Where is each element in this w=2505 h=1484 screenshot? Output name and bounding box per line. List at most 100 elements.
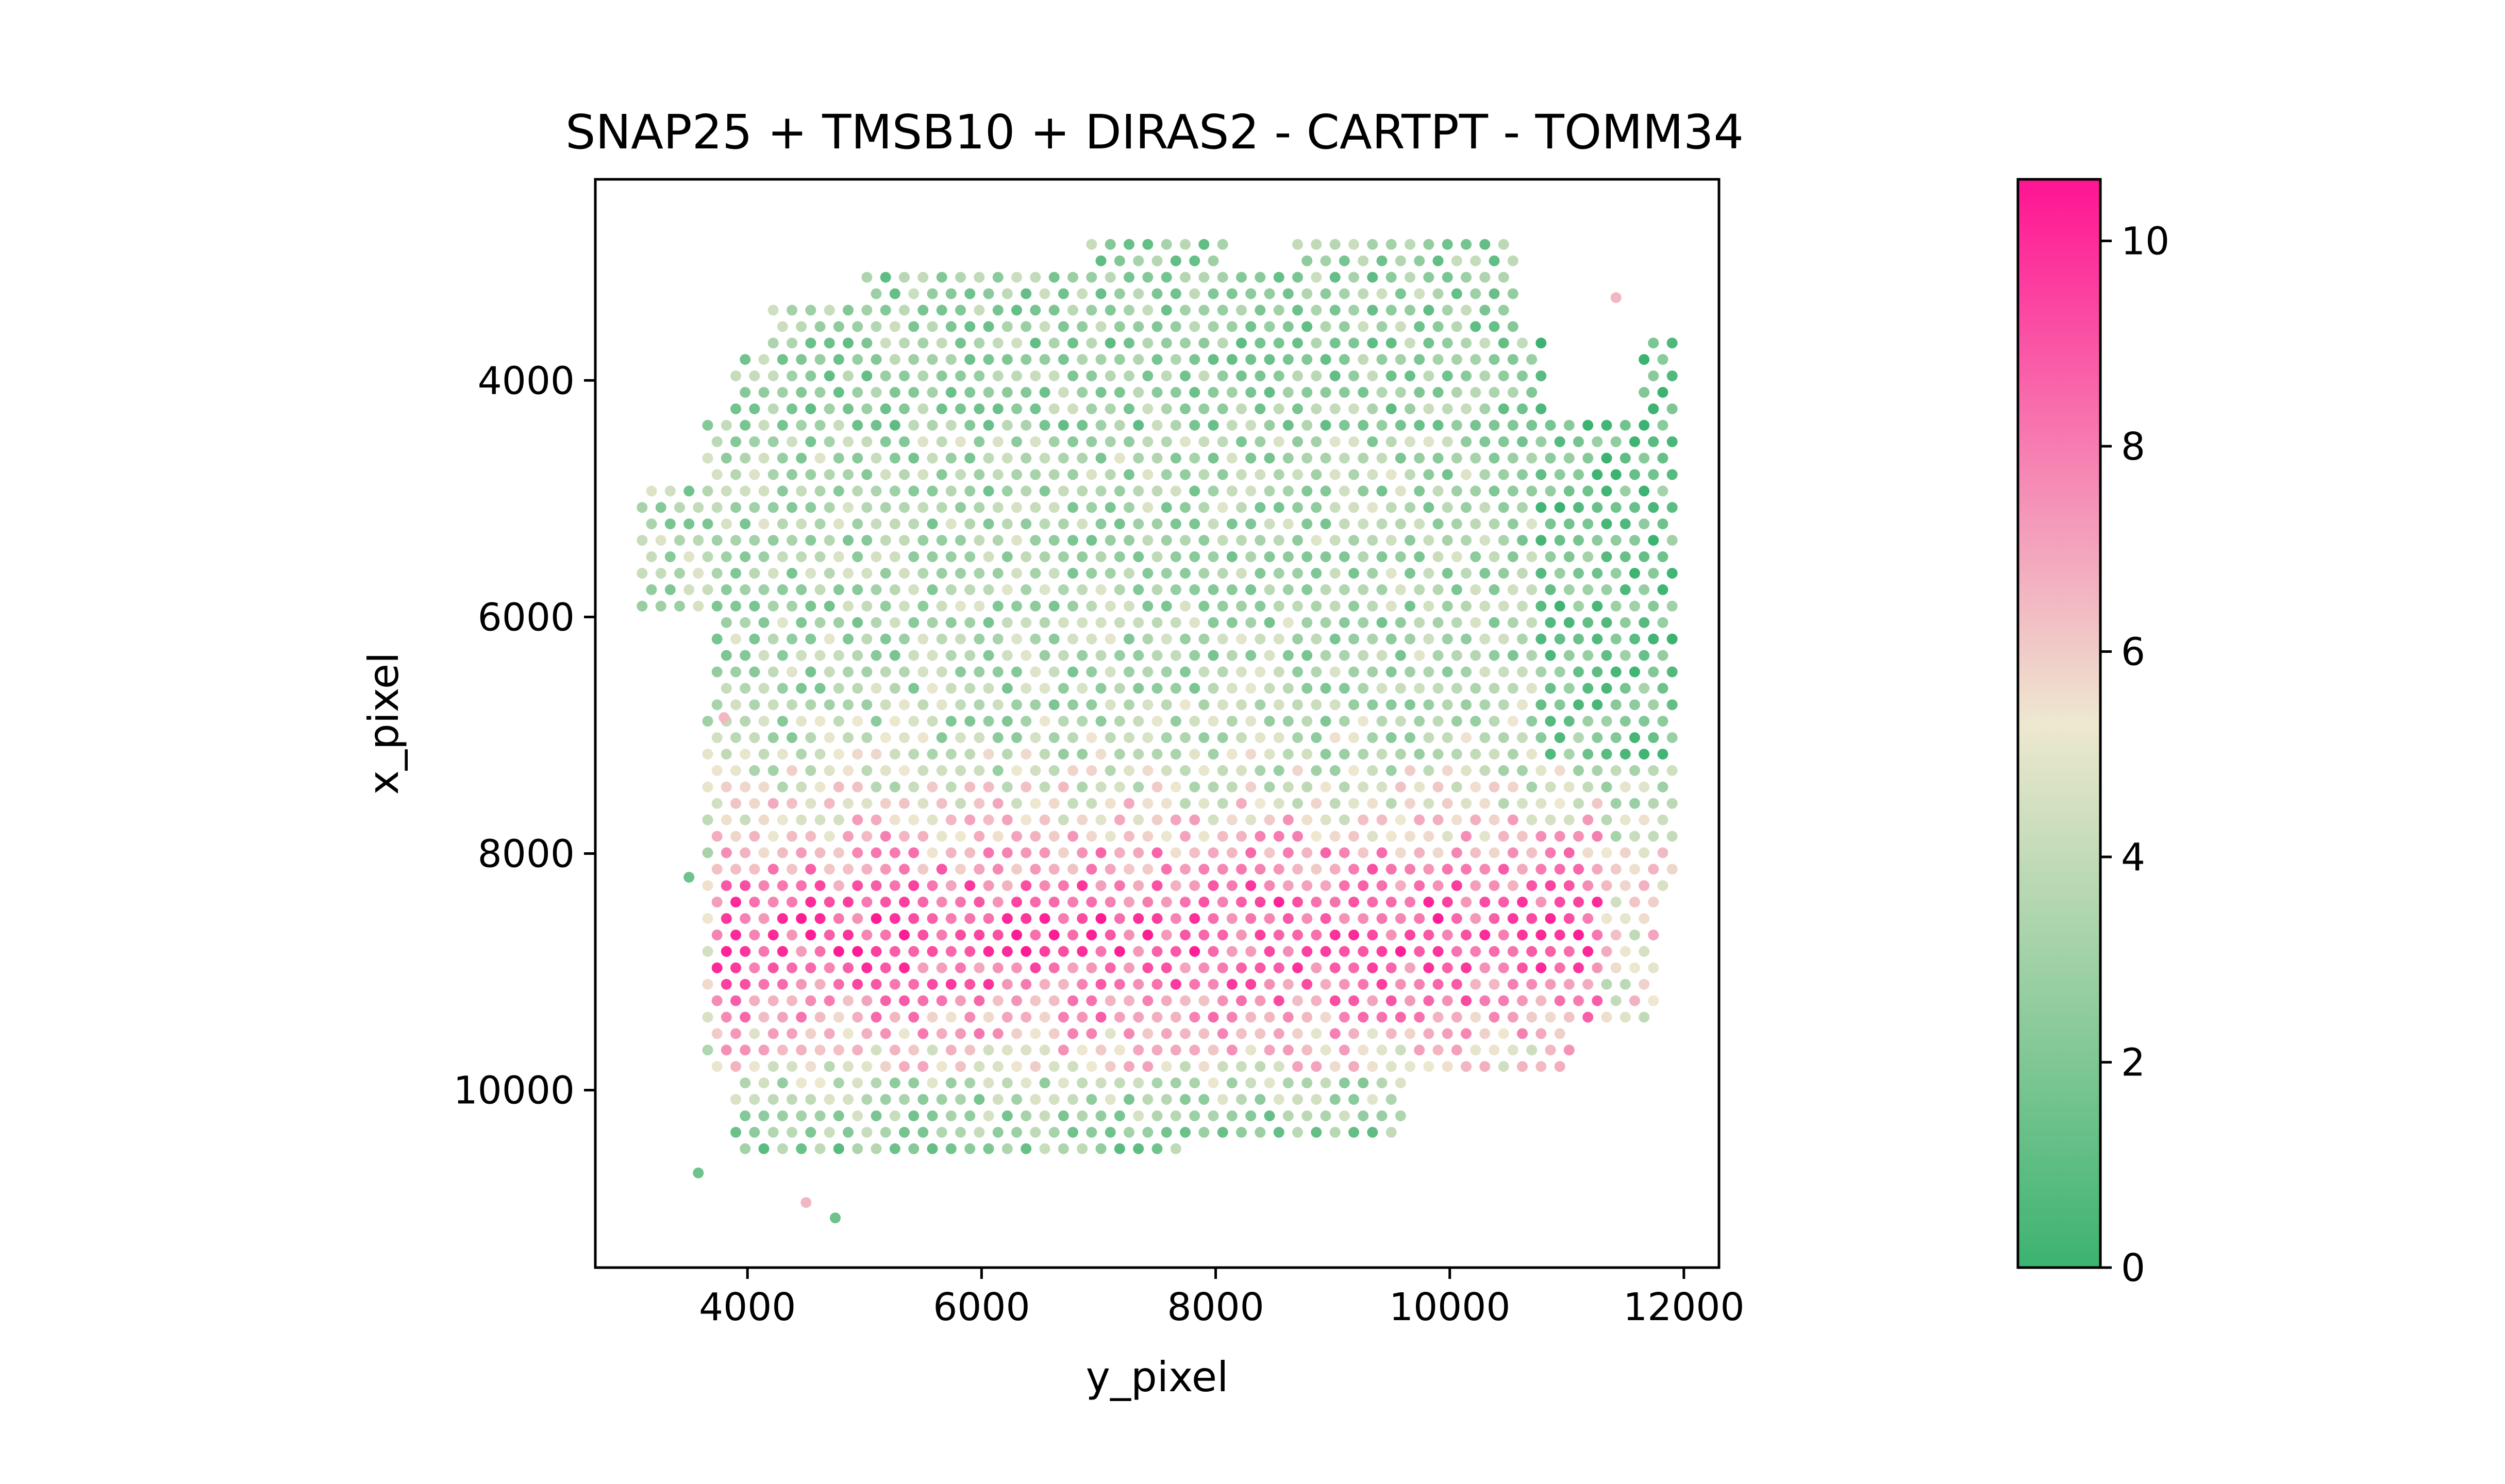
spot-point: [1395, 1110, 1406, 1121]
spot-point: [1161, 403, 1172, 414]
spot-point: [1208, 321, 1219, 332]
spot-point: [1189, 814, 1200, 825]
spot-point: [1535, 535, 1547, 546]
spot-point: [1582, 584, 1594, 595]
spot-point: [674, 568, 685, 579]
spot-point: [1479, 1028, 1491, 1039]
spot-point: [1292, 699, 1303, 711]
spot-point: [1348, 995, 1359, 1006]
spot-point: [1545, 913, 1556, 924]
spot-point: [1133, 584, 1144, 595]
spot-point: [1329, 930, 1341, 940]
spot-point: [917, 633, 929, 645]
spot-point: [1067, 305, 1078, 316]
spot-point: [1264, 1110, 1275, 1121]
spot-point: [1657, 485, 1668, 497]
spot-point: [1507, 551, 1518, 562]
spot-point: [1077, 716, 1088, 727]
spot-point: [814, 1011, 826, 1023]
spot-point: [1273, 930, 1284, 940]
spot-point: [871, 452, 882, 464]
spot-point: [899, 535, 910, 546]
spot-point: [1011, 436, 1022, 447]
spot-point: [955, 535, 966, 546]
spot-point: [1151, 1011, 1163, 1023]
spot-point: [1217, 436, 1228, 447]
isolated-spot: [800, 1197, 812, 1208]
spot-point: [1067, 600, 1078, 612]
spot-point: [758, 880, 770, 891]
spot-point: [1648, 370, 1659, 381]
spot-point: [889, 946, 900, 957]
spot-point: [1498, 305, 1509, 316]
spot-point: [1619, 946, 1631, 957]
spot-point: [1385, 239, 1397, 250]
spot-point: [1011, 930, 1022, 940]
spot-point: [1507, 716, 1518, 727]
spot-point: [1432, 814, 1444, 825]
spot-point: [1021, 1044, 1032, 1056]
spot-point: [1414, 419, 1425, 431]
spot-point: [1151, 518, 1163, 530]
spot-point: [1301, 781, 1313, 792]
spot-point: [1067, 1028, 1078, 1039]
spot-point: [936, 699, 947, 711]
spot-point: [721, 650, 732, 661]
spot-point: [1479, 633, 1491, 645]
spot-point: [1170, 452, 1181, 464]
colorbar-tick-label: 0: [2121, 1246, 2145, 1290]
spot-point: [1470, 979, 1481, 990]
spot-point: [936, 930, 947, 940]
spot-point: [758, 913, 770, 924]
spot-point: [1114, 288, 1125, 299]
spot-point: [1545, 716, 1556, 727]
spot-point: [1592, 535, 1603, 546]
spot-point: [1189, 452, 1200, 464]
spot-point: [1507, 781, 1518, 792]
spot-point: [1217, 1126, 1228, 1138]
spot-point: [1086, 864, 1097, 875]
spot-point: [1461, 1028, 1472, 1039]
spot-point: [711, 469, 723, 480]
spot-point: [1329, 864, 1341, 875]
spot-point: [758, 781, 770, 792]
spot-point: [1048, 962, 1060, 973]
spot-point: [945, 946, 957, 957]
spot-point: [833, 452, 844, 464]
spot-point: [1489, 1044, 1500, 1056]
spot-point: [1217, 930, 1228, 940]
spot-point: [1048, 732, 1060, 743]
spot-point: [1226, 485, 1238, 497]
spot-point: [1358, 1110, 1369, 1121]
spot-point: [1245, 946, 1257, 957]
spot-point: [1619, 650, 1631, 661]
spot-point: [1058, 419, 1069, 431]
spot-point: [1133, 452, 1144, 464]
spot-point: [805, 370, 816, 381]
spot-point: [1105, 272, 1116, 283]
spot-point: [749, 1094, 760, 1105]
spot-point: [1348, 699, 1359, 711]
spot-point: [1255, 1094, 1266, 1105]
spot-point: [1639, 518, 1650, 530]
spot-point: [1442, 699, 1453, 711]
spot-point: [805, 502, 816, 513]
spot-point: [1648, 568, 1659, 579]
spot-point: [1217, 831, 1228, 842]
spot-point: [1114, 452, 1125, 464]
spot-point: [1301, 1110, 1313, 1121]
spot-point: [1358, 1044, 1369, 1056]
spot-point: [1601, 979, 1612, 990]
spot-point: [927, 288, 938, 299]
spot-point: [1189, 551, 1200, 562]
spot-point: [1086, 1094, 1097, 1105]
spot-point: [1077, 781, 1088, 792]
spot-point: [1133, 913, 1144, 924]
spot-point: [1423, 699, 1434, 711]
spot-point: [1348, 864, 1359, 875]
spot-point: [1039, 1077, 1050, 1089]
spot-point: [1273, 568, 1284, 579]
spot-point: [899, 1126, 910, 1138]
spot-point: [889, 386, 900, 398]
